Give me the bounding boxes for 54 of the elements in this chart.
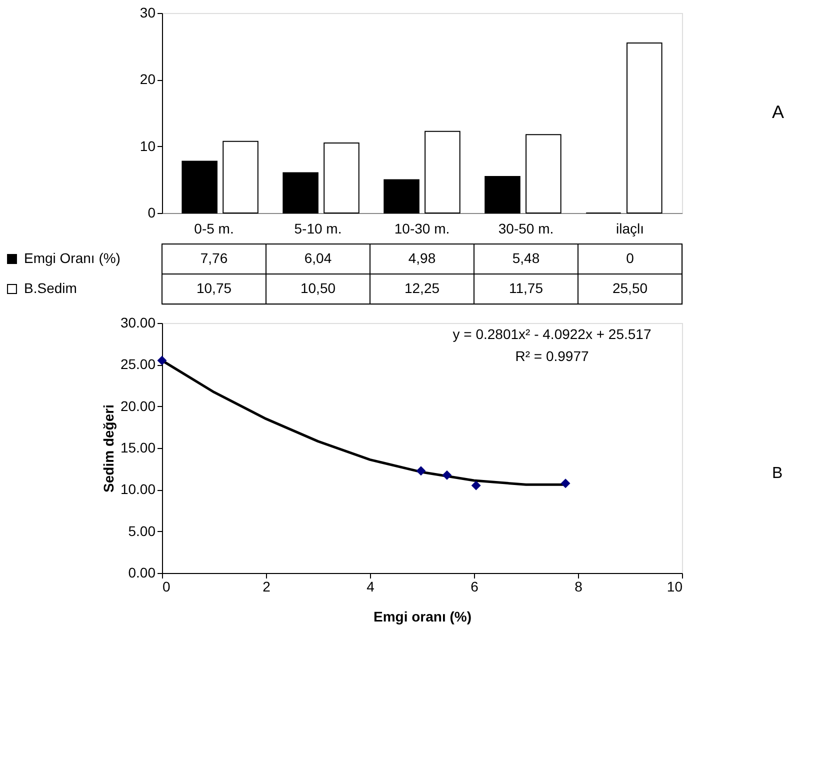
point [442, 470, 452, 480]
x-tick-label: 8 [574, 578, 583, 594]
y-tick-label: 30 [140, 4, 156, 20]
legend-label: Emgi Oranı (%) [24, 250, 120, 266]
x-axis-title: Emgi oranı (%) [373, 608, 472, 624]
bar [282, 172, 318, 214]
legend-label: B.Sedim [24, 280, 77, 296]
bar [324, 142, 360, 214]
bar [626, 42, 662, 214]
point [416, 466, 426, 476]
point [560, 478, 570, 488]
data-label: 0 [626, 250, 634, 266]
y-tick-label: 5.00 [128, 522, 156, 539]
x-tick-label: 5-10 m. [294, 220, 342, 236]
y-tick-label: 0 [148, 204, 156, 220]
bar [182, 160, 218, 214]
x-tick-label: 4 [366, 578, 375, 594]
y-tick-label: 10.00 [120, 481, 156, 498]
data-label: 12,25 [404, 280, 440, 296]
data-label: 11,75 [509, 280, 544, 296]
y-axis-title: Sedim değeri [100, 404, 116, 492]
bar [484, 176, 520, 214]
data-label: 25,50 [612, 280, 648, 296]
data-label: 4,98 [408, 250, 436, 266]
point [471, 480, 481, 490]
bar [526, 134, 562, 214]
y-tick-label: 30.00 [120, 314, 156, 330]
x-tick-label: 2 [262, 578, 271, 594]
text: A [772, 102, 784, 122]
y-tick-label: 15.00 [120, 440, 156, 456]
bar [384, 179, 420, 214]
y-tick-label: 0.00 [128, 564, 156, 580]
y-tick-label: 20.00 [120, 398, 156, 414]
y-tick-label: 25.00 [120, 356, 156, 372]
x-tick-label: 10-30 m. [394, 220, 450, 236]
x-tick-label: ilaçlı [616, 220, 644, 236]
bar [222, 140, 258, 214]
data-label: 7,76 [200, 250, 228, 266]
data-label: 10,75 [196, 280, 232, 296]
x-tick-label: 6 [470, 578, 479, 594]
x-tick-label: 0 [162, 578, 170, 594]
data-label: 6,04 [304, 250, 332, 266]
x-tick-label: 30-50 m. [498, 220, 554, 236]
y-tick-label: 20 [140, 71, 156, 88]
data-label: 10,50 [300, 280, 336, 296]
point [157, 356, 167, 366]
y-tick-label: 10 [140, 138, 156, 154]
x-tick-label: 0-5 m. [194, 220, 234, 236]
x-tick-label: 10 [666, 578, 683, 594]
bar [424, 130, 460, 214]
text: B [772, 465, 783, 482]
annotation: R² = 0.9977 [515, 348, 589, 364]
annotation: y = 0.2801x² - 4.0922x + 25.517 [452, 326, 652, 342]
data-label: 5,48 [512, 250, 540, 266]
